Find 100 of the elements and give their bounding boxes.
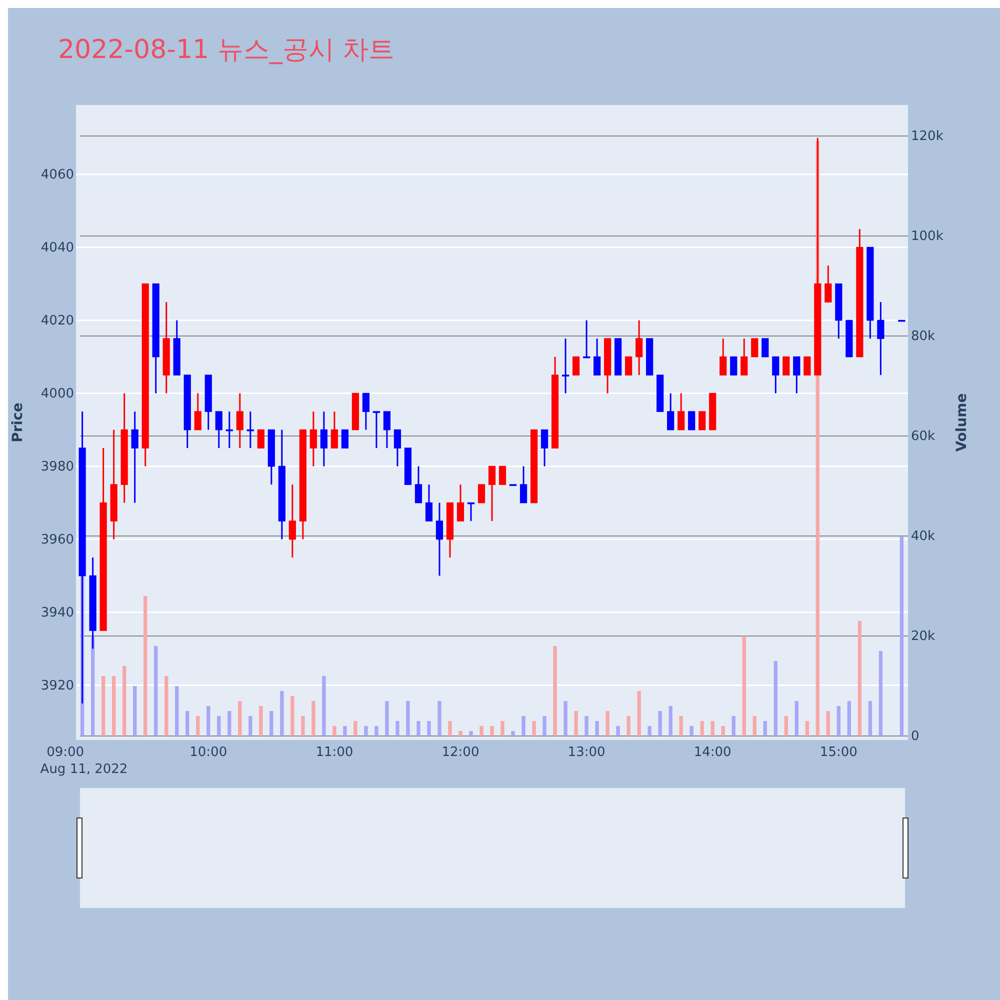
bar: [312, 701, 316, 736]
y-tick-label: 4020: [40, 313, 74, 328]
candlestick: [782, 356, 790, 376]
bar: [490, 726, 494, 736]
bar: [700, 721, 704, 736]
bar: [710, 721, 714, 736]
bar: [354, 721, 358, 736]
bar: [132, 686, 137, 736]
bar: [721, 726, 725, 736]
y2-tick-label: 20k: [911, 629, 936, 644]
candlestick: [394, 429, 402, 468]
x-tick-label: 11:00: [316, 745, 354, 760]
candlestick: [594, 338, 601, 376]
bar: [742, 636, 746, 736]
candlestick: [740, 338, 748, 376]
bar: [332, 726, 336, 736]
bar: [469, 731, 473, 736]
bar: [154, 646, 158, 736]
y2-tick-label: 80k: [911, 329, 936, 344]
candlestick: [793, 356, 800, 394]
candlestick: [636, 320, 643, 376]
bar: [900, 536, 904, 736]
bar: [679, 716, 683, 736]
bar: [595, 721, 599, 736]
bar: [532, 721, 536, 736]
candlestick: [698, 411, 706, 430]
bar: [458, 731, 462, 736]
bar: [511, 731, 515, 736]
x-tick-label: 09:00 Aug 11, 2022: [40, 745, 128, 777]
bar: [438, 701, 442, 736]
y-tick-label: 3960: [40, 532, 74, 548]
bar: [280, 691, 284, 736]
y2-tick-label: 40k: [911, 529, 936, 544]
bar: [217, 716, 221, 736]
candlestick: [310, 410, 317, 468]
candlestick: [562, 338, 570, 394]
bar: [112, 676, 116, 736]
candlestick: [372, 410, 380, 449]
bar: [259, 706, 263, 736]
bar: [90, 636, 95, 736]
x-tick-label: 14:00: [694, 745, 732, 760]
bar: [648, 726, 652, 736]
bar: [774, 661, 778, 736]
bar: [416, 721, 420, 736]
candlestick: [498, 466, 506, 485]
bar: [238, 701, 242, 736]
bar: [637, 691, 641, 736]
bar: [101, 676, 106, 736]
y2-tick-label: 100k: [911, 229, 944, 244]
candlestick: [425, 484, 433, 522]
bar: [658, 711, 662, 736]
bar: [175, 686, 179, 736]
candlestick: [456, 484, 464, 522]
bar: [763, 721, 767, 736]
bar: [206, 706, 210, 736]
bar: [122, 666, 126, 736]
candlestick: [877, 301, 884, 376]
x-tick-label: 15:00: [820, 745, 858, 760]
bar: [500, 721, 504, 736]
candlestick: [257, 429, 264, 448]
candlestick: [488, 466, 496, 522]
bar: [668, 706, 672, 736]
bar: [322, 676, 326, 736]
y-tick-label: 4000: [40, 386, 74, 402]
candlestick: [540, 429, 548, 468]
bar: [522, 716, 526, 736]
candlestick: [667, 392, 674, 431]
candlestick: [383, 410, 390, 449]
bar: [374, 726, 378, 736]
candlestick: [572, 356, 580, 376]
candlestick: [824, 264, 832, 303]
bar: [164, 676, 168, 736]
candlestick: [678, 392, 685, 431]
bar: [427, 721, 431, 736]
y-tick-label: 4040: [40, 240, 74, 256]
candlestick: [414, 466, 422, 504]
candlestick: [436, 502, 444, 577]
bar: [868, 701, 872, 736]
bar: [826, 711, 830, 736]
bar: [406, 701, 410, 736]
candlestick: [236, 392, 244, 449]
candlestick: [720, 338, 727, 376]
bar: [290, 696, 294, 736]
bar: [542, 716, 546, 736]
bar: [270, 711, 274, 736]
bar: [364, 726, 368, 736]
y-axis-title: Price: [10, 402, 26, 442]
bar: [143, 596, 148, 736]
bar: [858, 621, 862, 736]
y-tick-label: 3940: [40, 605, 74, 620]
bar: [732, 716, 736, 736]
bar: [228, 711, 232, 736]
bar: [878, 651, 883, 736]
bar: [805, 721, 809, 736]
candlestick: [772, 356, 780, 394]
candlestick: [330, 410, 338, 449]
bar: [574, 711, 578, 736]
bar: [564, 701, 568, 736]
candlestick: [320, 410, 328, 468]
bar: [396, 721, 400, 736]
